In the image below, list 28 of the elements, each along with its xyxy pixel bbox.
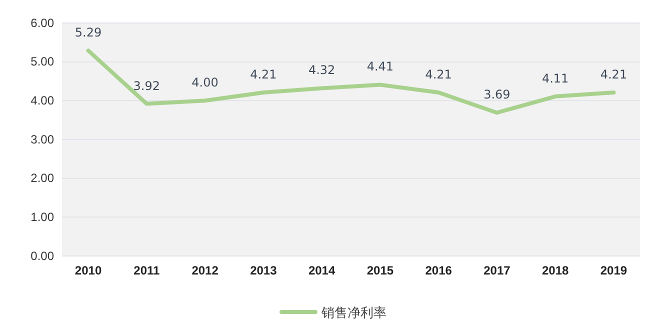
data-label: 4.11 [542, 71, 569, 86]
data-label: 4.41 [366, 60, 394, 74]
data-label: 4.32 [308, 63, 336, 78]
x-tick-label: 2015 [366, 264, 394, 278]
y-tick-label: 6.00 [30, 16, 54, 30]
x-tick-label: 2016 [425, 264, 452, 278]
y-tick-label: 1.00 [30, 210, 54, 224]
x-tick-label: 2019 [600, 264, 628, 278]
x-tick-label: 2011 [134, 264, 160, 278]
y-tick-label: 2.00 [30, 171, 54, 186]
y-tick-label: 4.00 [30, 94, 54, 108]
x-tick-label: 2013 [250, 264, 278, 278]
x-tick-label: 2010 [74, 264, 102, 278]
x-tick-label: 2014 [308, 264, 336, 278]
data-label: 4.21 [425, 68, 452, 82]
data-label: 4.21 [250, 68, 277, 82]
y-tick-label: 0.00 [30, 248, 54, 263]
x-tick-label: 2017 [484, 264, 511, 278]
data-label: 3.69 [484, 88, 510, 102]
data-label: 4.00 [192, 76, 218, 90]
y-tick-label: 5.00 [30, 54, 54, 69]
data-label: 4.21 [600, 68, 628, 82]
data-label: 3.92 [133, 78, 160, 93]
data-label: 5.29 [74, 26, 102, 40]
legend-label: 销售净利率 [320, 305, 386, 321]
x-tick-label: 2018 [542, 264, 570, 278]
y-tick-label: 3.00 [30, 132, 54, 146]
x-tick-label: 2012 [192, 264, 219, 278]
